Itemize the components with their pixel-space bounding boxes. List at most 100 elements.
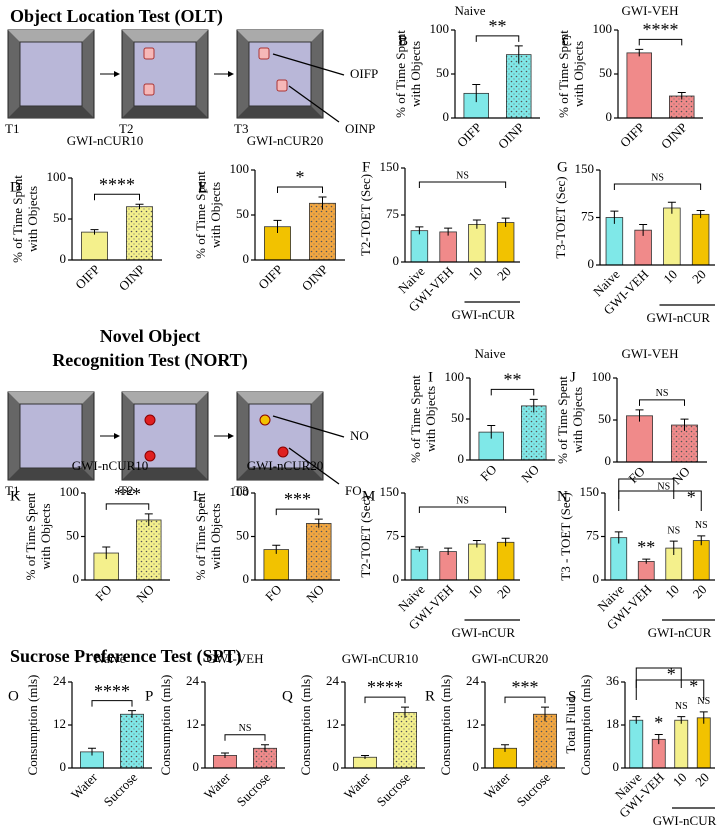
significance-bracket [638,38,683,46]
error-bar [221,752,229,758]
error-bar [415,226,424,235]
section-title: Recognition Test (NORT) [52,350,247,371]
trial-label: T2 [119,483,133,498]
panel-letter: R [425,688,435,704]
bar-annotation: NS [675,701,688,712]
y-axis-label: Consumption (mls) [158,675,173,776]
arena-bevel [8,30,94,42]
y-tick-label: 0 [605,453,612,468]
y-axis-label: with Objects [208,182,223,248]
significance-bracket [418,181,507,188]
chart-title: Naive [94,651,125,666]
group-label: GWI-nCUR [648,625,712,640]
error-bar [654,734,663,745]
panel-letter: O [8,688,19,704]
bar [629,719,644,769]
x-tick-label: 20 [494,582,514,602]
error-bar [677,91,686,100]
y-tick-label: 0 [393,571,400,586]
significance-label: *** [284,489,311,509]
chart-title: Naive [474,346,505,361]
x-tick-label: OINP [495,120,527,152]
pointer-arrow [288,447,340,485]
bar [81,231,108,261]
significance-bracket [275,508,320,516]
y-axis-label: Consumption (mls) [298,675,313,776]
trial-label: T3 [234,121,248,136]
bar [496,541,515,581]
y-axis-label: T2-TOET (Sec) [358,174,373,256]
y-tick-label: 24 [186,673,200,688]
significance-label: **** [94,681,130,701]
y-tick-label: 0 [393,253,400,268]
significance-bracket [277,186,323,193]
trial-label: T2 [119,121,133,136]
error-bar [318,196,327,210]
y-axis-label: Total Fluid [563,696,578,754]
y-tick-label: 100 [445,369,465,384]
bar-annotation: ** [637,537,655,557]
panel-letter: L [193,488,202,504]
error-bar [541,706,549,722]
x-tick-label: Water [481,769,514,802]
y-tick-label: 0 [193,759,200,774]
y-axis-label: with Objects [25,186,40,252]
error-bar [144,513,153,527]
y-tick-label: 12 [466,716,479,731]
y-tick-label: 0 [333,759,340,774]
x-tick-label: Water [68,769,101,802]
error-bar [444,227,453,236]
y-axis-label: Consumption (mls) [25,675,40,776]
y-axis-label: with Objects [571,41,586,107]
y-axis-label: T3 - TOET (Sec) [558,492,573,580]
group-label: GWI-nCUR [451,307,515,322]
y-tick-label: 75 [586,527,599,542]
bar [126,206,153,261]
x-tick-label: 20 [689,267,709,287]
arena-bevel [237,392,323,404]
y-axis-label: Consumption (mls) [578,675,593,776]
bar [309,202,336,261]
x-tick-label: NO [303,582,327,606]
y-tick-label: 100 [230,161,250,176]
x-tick-label: NO [669,464,693,488]
object [144,414,156,426]
y-axis-label: T2-TOET (Sec) [358,495,373,577]
x-tick-label: 20 [692,770,712,790]
error-bar [501,744,509,752]
error-bar [699,711,708,724]
significance-label: **** [643,19,679,39]
y-axis-label: % of Time Spent [193,492,208,580]
arena-bevel [237,468,323,480]
y-axis-label: T3-TOET (Sec) [553,176,568,258]
group-label: GWI-nCUR [451,625,515,640]
chart-title: GWI-nCUR10 [72,458,149,473]
significance-bracket [618,490,702,511]
arrowhead [114,433,120,439]
x-tick-label: OIFP [255,262,286,293]
panel-letter: I [428,369,433,385]
error-bar [472,84,481,103]
x-tick-label: FO [625,464,647,486]
bar [605,217,624,266]
arena-floor [19,41,83,107]
y-axis-label: % of Time Spent [393,30,408,118]
error-bar [135,203,144,210]
y-axis-label: % of Time Spent [555,376,570,464]
arena-floor [248,403,312,469]
significance-label: NS [456,495,469,506]
bar-annotation: * [654,713,663,733]
y-tick-label: 100 [593,21,613,36]
arena-bevel [8,392,94,404]
bar [410,548,429,581]
significance-bracket [418,506,507,513]
bar [410,230,429,263]
significance-label: **** [367,677,403,697]
y-tick-label: 50 [599,65,612,80]
significance-bracket [635,679,705,700]
x-tick-label: OIFP [72,262,103,293]
group-label: GWI-nCUR [646,310,710,325]
x-tick-label: FO [477,462,499,484]
significance-label: ** [489,16,507,36]
error-bar [501,217,510,227]
